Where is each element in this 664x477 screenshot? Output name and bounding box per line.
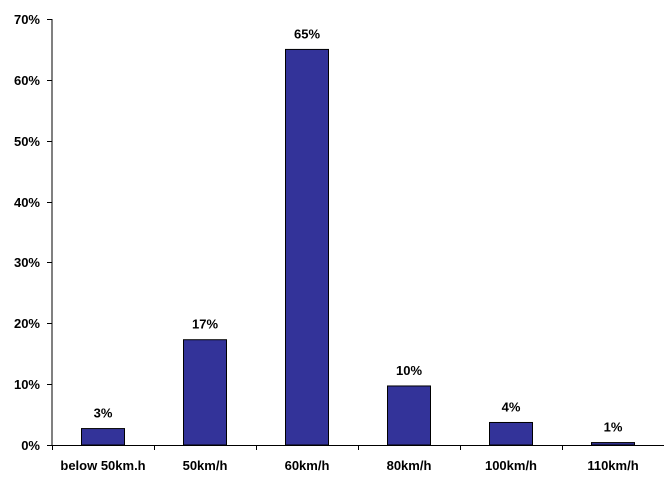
bar xyxy=(285,48,329,446)
data-label: 10% xyxy=(396,363,422,378)
y-axis: 0% 10% 20% 30% 40% 50% 60% 70% xyxy=(14,12,53,453)
x-category-label: below 50km.h xyxy=(60,458,145,473)
bar xyxy=(489,421,533,446)
x-category-label: 80km/h xyxy=(387,458,432,473)
data-labels: 3% 17% 65% 10% 4% 1% xyxy=(94,26,623,434)
data-label: 1% xyxy=(604,420,623,435)
y-tick-label: 40% xyxy=(14,195,40,210)
data-label: 3% xyxy=(94,406,113,421)
data-label: 17% xyxy=(192,317,218,332)
y-tick-label: 50% xyxy=(14,134,40,149)
y-tick-label: 30% xyxy=(14,255,40,270)
y-tick-label: 10% xyxy=(14,377,40,392)
x-category-label: 60km/h xyxy=(285,458,330,473)
x-axis: below 50km.h 50km/h 60km/h 80km/h 100km/h 110… xyxy=(52,445,664,473)
bar xyxy=(387,385,431,446)
data-label: 4% xyxy=(502,399,521,414)
x-category-label: 50km/h xyxy=(183,458,228,473)
y-tick-label: 0% xyxy=(21,438,40,453)
x-category-label: 110km/h xyxy=(587,458,638,473)
y-tick-label: 20% xyxy=(14,316,40,331)
x-category-label: 100km/h xyxy=(485,458,537,473)
bar xyxy=(81,428,125,446)
bar xyxy=(183,339,227,446)
data-label: 65% xyxy=(294,26,320,41)
y-tick-label: 60% xyxy=(14,73,40,88)
bar xyxy=(591,442,635,446)
bars xyxy=(81,48,635,446)
y-tick-label: 70% xyxy=(14,12,40,27)
